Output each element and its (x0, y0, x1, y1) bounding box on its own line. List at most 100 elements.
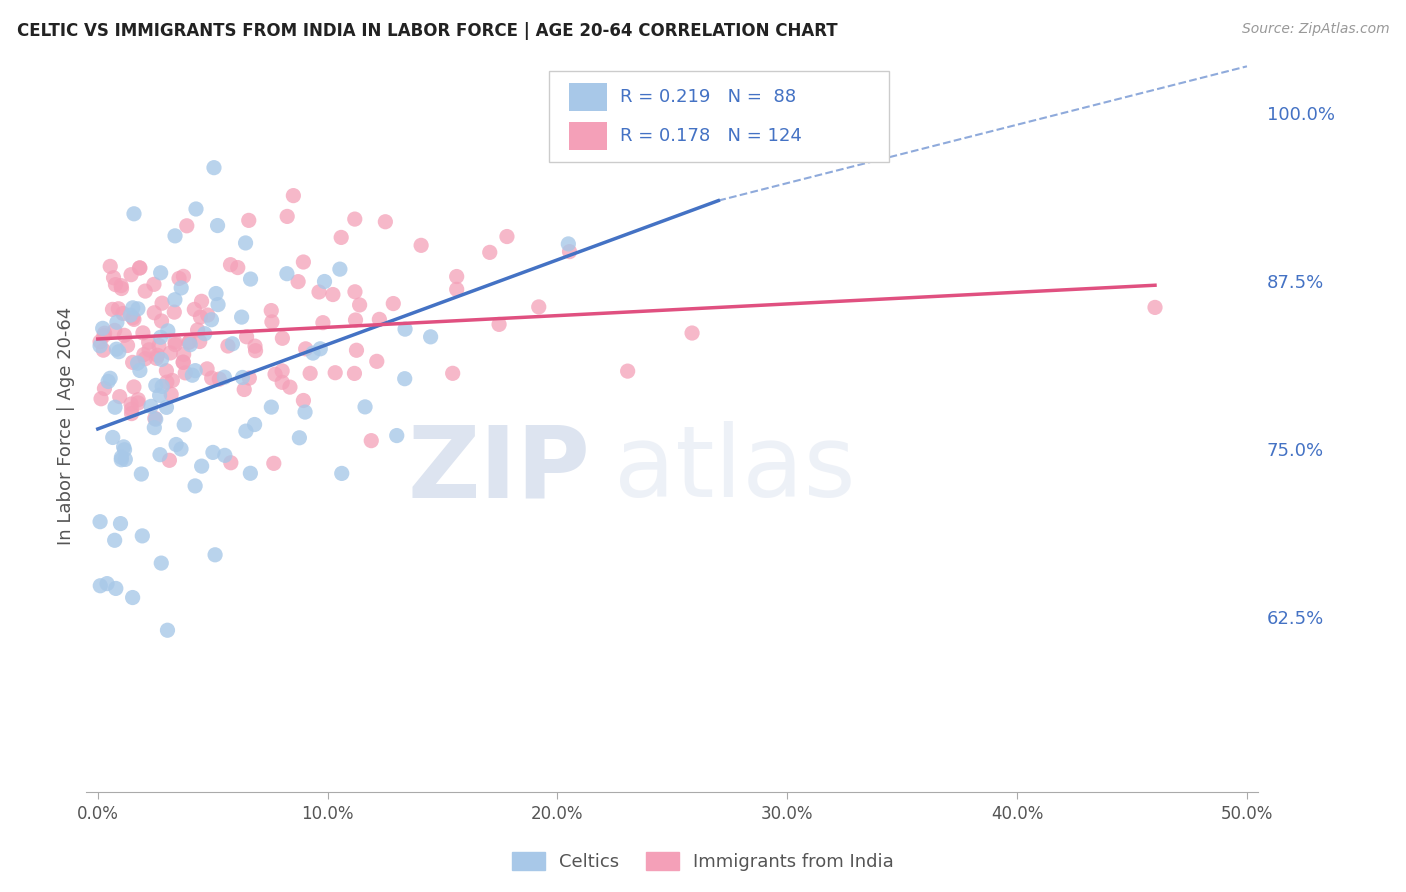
Point (184, 479, 207, 493)
Point (179, 334, 201, 349)
Point (294, 342, 316, 356)
Point (238, 371, 260, 385)
Point (122, 380, 145, 394)
FancyBboxPatch shape (569, 83, 607, 111)
Point (110, 281, 132, 295)
Point (276, 210, 298, 224)
Point (104, 582, 127, 596)
Point (114, 442, 136, 457)
Point (149, 266, 172, 280)
Point (329, 262, 352, 277)
Point (243, 417, 266, 432)
Point (233, 383, 256, 397)
Point (127, 396, 149, 410)
Point (419, 330, 441, 344)
Point (103, 270, 125, 285)
Point (219, 456, 242, 470)
Point (121, 301, 143, 315)
Point (382, 296, 405, 310)
Point (283, 188, 305, 202)
Point (496, 229, 519, 244)
Point (616, 364, 638, 378)
Point (173, 417, 195, 432)
Text: ZIP: ZIP (408, 421, 591, 518)
Point (177, 335, 200, 350)
Point (110, 278, 132, 293)
Point (172, 355, 194, 369)
Point (145, 351, 167, 366)
Point (121, 407, 143, 421)
Point (292, 393, 315, 408)
Point (235, 235, 257, 250)
Point (294, 405, 316, 419)
Text: R = 0.219   N =  88: R = 0.219 N = 88 (620, 88, 796, 106)
Point (354, 400, 377, 414)
Point (394, 372, 416, 386)
Point (287, 275, 309, 289)
Point (276, 267, 298, 281)
Point (557, 236, 579, 251)
Point (308, 285, 330, 299)
Point (558, 244, 581, 259)
Point (299, 367, 322, 381)
Point (98, 371, 121, 385)
Text: CELTIC VS IMMIGRANTS FROM INDIA IN LABOR FORCE | AGE 20-64 CORRELATION CHART: CELTIC VS IMMIGRANTS FROM INDIA IN LABOR… (17, 22, 838, 40)
Point (374, 215, 396, 229)
Point (121, 591, 143, 605)
Point (108, 344, 131, 359)
Point (260, 400, 283, 414)
Legend: Celtics, Immigrants from India: Celtics, Immigrants from India (505, 845, 901, 879)
Point (343, 212, 366, 227)
Point (170, 442, 193, 456)
Point (104, 401, 127, 415)
Point (117, 338, 139, 352)
Point (89, 334, 111, 349)
Point (165, 334, 187, 349)
Point (121, 355, 143, 369)
Point (264, 368, 287, 382)
Point (112, 328, 135, 343)
Point (260, 315, 283, 329)
Point (120, 268, 142, 282)
Point (138, 343, 160, 357)
Point (239, 272, 262, 286)
Point (150, 556, 173, 570)
Point (96, 576, 118, 591)
Point (343, 367, 366, 381)
Point (271, 364, 294, 378)
Point (231, 310, 253, 324)
Point (104, 323, 127, 337)
Point (165, 437, 187, 451)
Point (122, 207, 145, 221)
Point (194, 326, 217, 341)
Point (101, 302, 124, 317)
Point (190, 294, 212, 309)
Point (187, 323, 209, 337)
Point (134, 351, 156, 366)
Point (146, 348, 169, 362)
Point (97, 375, 120, 389)
Point (214, 370, 236, 384)
Point (260, 303, 283, 318)
FancyBboxPatch shape (550, 70, 889, 162)
Point (143, 420, 166, 434)
Point (143, 277, 166, 292)
Point (322, 287, 344, 301)
Point (179, 337, 201, 351)
Point (127, 356, 149, 370)
Point (190, 310, 212, 324)
Point (155, 401, 177, 415)
Point (235, 330, 257, 344)
Point (411, 238, 433, 252)
Point (323, 366, 346, 380)
Point (167, 271, 190, 285)
Point (150, 352, 173, 367)
Point (90, 392, 112, 406)
Point (93, 382, 115, 396)
Point (190, 459, 212, 474)
Point (138, 335, 160, 350)
Point (139, 400, 162, 414)
Point (104, 277, 127, 292)
Point (170, 281, 193, 295)
Point (360, 434, 382, 448)
